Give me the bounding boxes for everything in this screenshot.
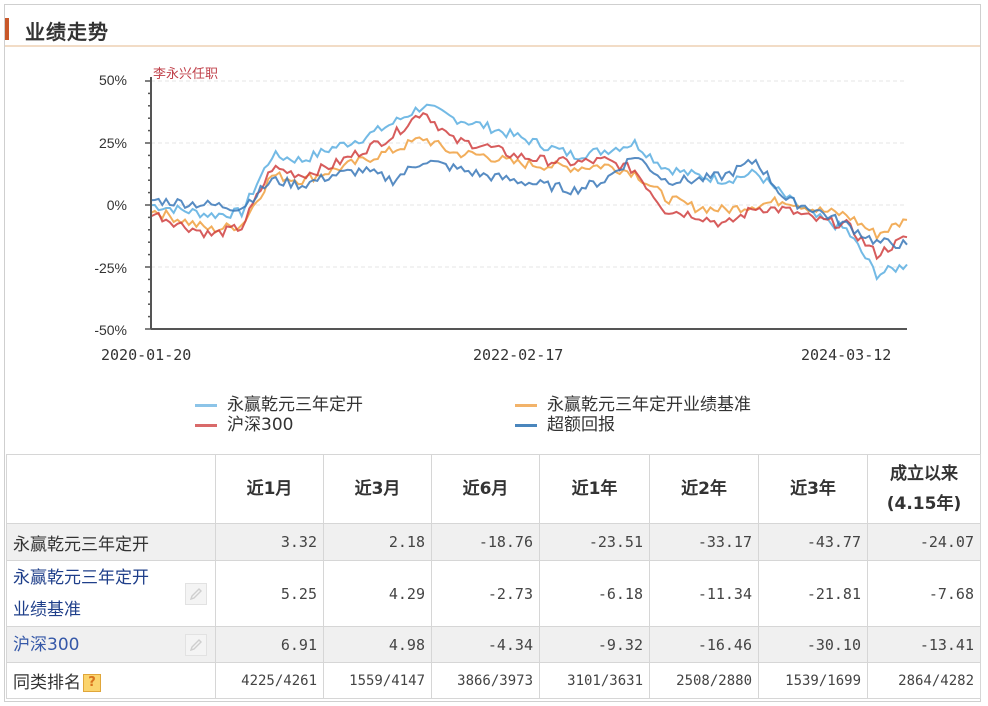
cell-value: 4.29 xyxy=(323,560,432,627)
col-header-1m: 近1月 xyxy=(215,454,324,524)
y-tick-neg50: -50% xyxy=(94,322,127,338)
panel-title: 业绩走势 xyxy=(25,20,109,44)
table-row: 同类排名? 4225/4261 1559/4147 3866/3973 3101… xyxy=(6,662,981,699)
cell-value: -11.34 xyxy=(649,560,759,627)
benchmark-link-line2[interactable]: 业绩基准 xyxy=(13,599,81,620)
legend-item-fund[interactable]: 永赢乾元三年定开 xyxy=(195,395,363,415)
edit-icon[interactable] xyxy=(185,633,207,656)
x-tick-mid: 2022-02-17 xyxy=(473,346,564,364)
cell-value: -9.32 xyxy=(539,626,650,663)
legend-swatch-csi300 xyxy=(195,423,217,427)
table-row: 永赢乾元三年定开 业绩基准 5.25 4.29 -2.73 -6.18 -11.… xyxy=(6,560,981,627)
legend-item-excess[interactable]: 超额回报 xyxy=(515,415,615,435)
help-icon[interactable]: ? xyxy=(83,674,101,692)
legend-item-benchmark[interactable]: 永赢乾元三年定开业绩基准 xyxy=(515,395,751,415)
cell-value: 2.18 xyxy=(323,523,432,561)
series-line-1 xyxy=(150,136,908,241)
cell-value: 4.98 xyxy=(323,626,432,663)
x-tick-end: 2024-03-12 xyxy=(801,346,892,364)
table-row: 沪深300 6.91 4.98 -4.34 -9.32 -16.46 -30.1… xyxy=(6,626,981,663)
cell-value: 6.91 xyxy=(215,626,324,663)
cell-value: 3.32 xyxy=(215,523,324,561)
y-tick-50: 50% xyxy=(98,72,127,88)
header-accent-bar xyxy=(5,18,9,40)
col-header-3y: 近3年 xyxy=(758,454,868,524)
legend-label: 永赢乾元三年定开业绩基准 xyxy=(547,395,751,415)
cell-value: 4225/4261 xyxy=(215,662,324,699)
cell-value: -21.81 xyxy=(758,560,868,627)
header-blank xyxy=(6,454,216,524)
panel-header: 业绩走势 xyxy=(5,5,980,47)
col-header-6m: 近6月 xyxy=(431,454,540,524)
col-header-1y: 近1年 xyxy=(539,454,650,524)
cell-value: -18.76 xyxy=(431,523,540,561)
cell-value: 5.25 xyxy=(215,560,324,627)
legend-label: 永赢乾元三年定开 xyxy=(227,395,363,415)
row-label-csi300: 沪深300 xyxy=(6,626,216,663)
since-inception-label: 成立以来 xyxy=(890,464,958,484)
series-line-2 xyxy=(150,112,908,261)
manager-tenure-annotation: 李永兴任职 xyxy=(153,67,219,82)
legend-item-csi300[interactable]: 沪深300 xyxy=(195,415,293,435)
performance-table: 近1月 近3月 近6月 近1年 近2年 近3年 成立以来 (4.15年) 永赢乾元… xyxy=(6,454,981,699)
chart-canvas xyxy=(145,77,908,330)
table-header-row: 近1月 近3月 近6月 近1年 近2年 近3年 成立以来 (4.15年) xyxy=(6,454,981,524)
cell-value: 1539/1699 xyxy=(758,662,868,699)
cell-value: -33.17 xyxy=(649,523,759,561)
row-label-benchmark: 永赢乾元三年定开 业绩基准 xyxy=(6,560,216,627)
cell-value: -16.46 xyxy=(649,626,759,663)
legend-label: 超额回报 xyxy=(547,415,615,435)
cell-value: -13.41 xyxy=(867,626,981,663)
performance-panel: 业绩走势 李永兴任职 50% 25% 0% -25% -50% 2020-01-… xyxy=(4,4,981,702)
peer-rank-label: 同类排名 xyxy=(13,673,81,693)
csi300-link[interactable]: 沪深300 xyxy=(13,634,80,655)
y-tick-25: 25% xyxy=(98,135,127,151)
cell-value: 1559/4147 xyxy=(323,662,432,699)
col-header-since-inception: 成立以来 (4.15年) xyxy=(867,454,981,524)
performance-chart: 李永兴任职 50% 25% 0% -25% -50% 2020-01-20 20… xyxy=(5,49,980,449)
legend-swatch-benchmark xyxy=(515,403,537,407)
edit-icon[interactable] xyxy=(185,582,207,605)
row-label-peer-rank: 同类排名? xyxy=(6,662,216,699)
series-line-3 xyxy=(150,156,908,249)
cell-value: -43.77 xyxy=(758,523,868,561)
cell-value: -24.07 xyxy=(867,523,981,561)
cell-value: -6.18 xyxy=(539,560,650,627)
legend-swatch-fund xyxy=(195,403,217,407)
since-inception-years: (4.15年) xyxy=(886,494,962,514)
col-header-2y: 近2年 xyxy=(649,454,759,524)
col-header-3m: 近3月 xyxy=(323,454,432,524)
cell-value: -4.34 xyxy=(431,626,540,663)
x-tick-start: 2020-01-20 xyxy=(101,346,192,364)
series-line-0 xyxy=(150,103,908,281)
cell-value: 2508/2880 xyxy=(649,662,759,699)
cell-value: 3101/3631 xyxy=(539,662,650,699)
cell-value: -7.68 xyxy=(867,560,981,627)
legend-swatch-excess xyxy=(515,423,537,427)
cell-value: 2864/4282 xyxy=(867,662,981,699)
cell-value: 3866/3973 xyxy=(431,662,540,699)
cell-value: -23.51 xyxy=(539,523,650,561)
cell-value: -30.10 xyxy=(758,626,868,663)
y-tick-neg25: -25% xyxy=(94,260,127,276)
y-tick-0: 0% xyxy=(106,197,127,213)
benchmark-link-line1[interactable]: 永赢乾元三年定开 xyxy=(13,567,149,588)
row-label-fund: 永赢乾元三年定开 xyxy=(6,523,216,561)
table-row: 永赢乾元三年定开 3.32 2.18 -18.76 -23.51 -33.17 … xyxy=(6,523,981,561)
cell-value: -2.73 xyxy=(431,560,540,627)
legend-label: 沪深300 xyxy=(227,415,294,435)
